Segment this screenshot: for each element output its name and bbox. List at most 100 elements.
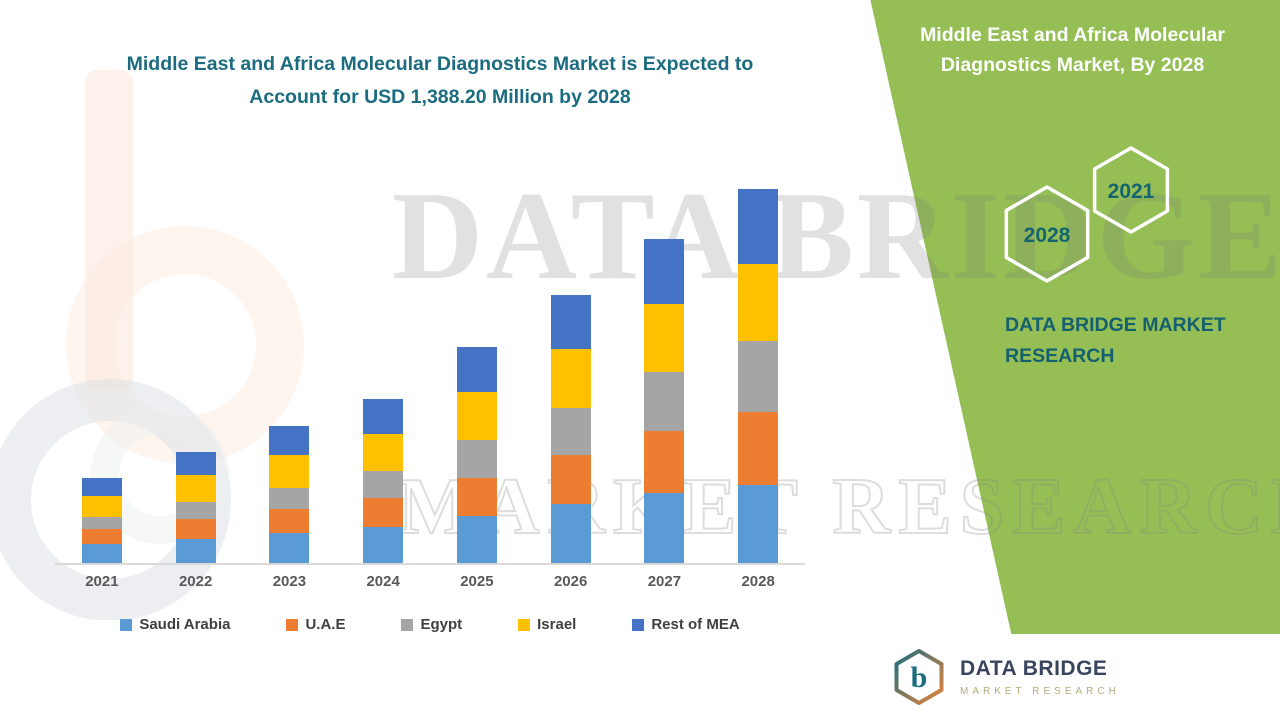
- legend: Saudi Arabia U.A.E Egypt Israel Rest of MEA: [55, 616, 805, 633]
- data-bridge-logo-icon: b: [894, 649, 944, 705]
- legend-swatch-saudi-arabia: [120, 618, 133, 631]
- stacked-bar-chart: 2021 2022 2023 2024 2025 2026 2027 2028 Saudi A…: [55, 172, 805, 633]
- x-axis-label-2024: 2024: [366, 573, 400, 590]
- bar-column-2022: [149, 172, 243, 563]
- x-axis-label-2023: 2023: [272, 573, 307, 590]
- bar-segment-egypt: [738, 340, 779, 413]
- bar-segment-egypt: [644, 371, 685, 431]
- x-axis-label-2027: 2027: [647, 573, 682, 590]
- bar-segment-u-a-e: [81, 529, 122, 545]
- bar-segment-israel: [644, 304, 685, 372]
- bar-segment-rest-of-mea: [738, 188, 779, 265]
- bar-segment-rest-of-mea: [456, 347, 497, 392]
- x-axis-labels: 2021 2022 2023 2024 2025 2026 2027 2028: [55, 573, 805, 590]
- x-axis-label-2022: 2022: [178, 573, 213, 590]
- stacked-bar-2023: [269, 172, 310, 563]
- hexagon-2028: [1004, 185, 1090, 283]
- bar-column-2027: [618, 172, 712, 563]
- stacked-bar-2025: [456, 172, 497, 563]
- legend-swatch-israel: [518, 618, 531, 631]
- hexagon-2021: [1092, 146, 1170, 234]
- bar-segment-saudi-arabia: [175, 538, 216, 563]
- stacked-bar-2022: [175, 172, 216, 563]
- legend-label-israel: Israel: [537, 616, 577, 633]
- watermark-text-data-bridge: DATA BRIDGE: [392, 167, 1280, 306]
- legend-label-rest-of-mea: Rest of MEA: [651, 616, 740, 633]
- legend-item-rest-of-mea: Rest of MEA: [632, 616, 740, 633]
- x-axis-label-2021: 2021: [85, 573, 119, 590]
- bar-segment-rest-of-mea: [644, 239, 685, 305]
- bar-column-2024: [336, 172, 430, 563]
- bar-segment-rest-of-mea: [363, 398, 404, 434]
- bar-segment-israel: [269, 455, 310, 488]
- bar-segment-rest-of-mea: [550, 294, 591, 349]
- chart-headline-line2: Account for USD 1,388.20 Million by 2028: [249, 86, 631, 108]
- bar-segment-rest-of-mea: [269, 425, 310, 456]
- bar-column-2023: [243, 172, 337, 563]
- legend-label-egypt: Egypt: [420, 616, 463, 633]
- stacked-bar-2027: [644, 172, 685, 563]
- bar-segment-saudi-arabia: [363, 526, 404, 563]
- bar-segment-u-a-e: [738, 412, 779, 485]
- legend-swatch-u-a-e: [286, 618, 299, 631]
- bar-segment-u-a-e: [456, 478, 497, 516]
- footer-brand-name: DATA BRIDGE: [960, 657, 1108, 680]
- bar-segment-egypt: [81, 517, 122, 530]
- bar-segment-israel: [81, 495, 122, 518]
- hexagon-year-badges: 2028 2021: [1004, 146, 1170, 283]
- chart-headline: Middle East and Africa Molecular Diagnos…: [60, 48, 820, 114]
- side-panel-brand-text: DATA BRIDGE MARKET RESEARCH: [1005, 314, 1226, 367]
- plot-area: [55, 172, 805, 565]
- bar-segment-israel: [363, 433, 404, 472]
- legend-swatch-egypt: [401, 618, 414, 631]
- bar-segment-israel: [175, 475, 216, 503]
- bar-column-2025: [430, 172, 524, 563]
- side-panel-title: Middle East and Africa Molecular Diagnos…: [920, 24, 1225, 76]
- stacked-bar-2024: [363, 172, 404, 563]
- bar-column-2021: [55, 172, 149, 563]
- hexagon-year-2021: 2021: [1108, 180, 1155, 203]
- stacked-bar-2028: [738, 172, 779, 563]
- bar-segment-u-a-e: [644, 430, 685, 493]
- x-axis-label-2025: 2025: [460, 573, 494, 590]
- bar-segment-u-a-e: [175, 518, 216, 539]
- bar-segment-saudi-arabia: [550, 503, 591, 563]
- bar-segment-u-a-e: [550, 455, 591, 504]
- legend-label-saudi-arabia: Saudi Arabia: [139, 616, 231, 633]
- hexagon-year-2028: 2028: [1024, 224, 1071, 247]
- legend-item-saudi-arabia: Saudi Arabia: [120, 616, 230, 633]
- bar-segment-saudi-arabia: [738, 484, 779, 563]
- bar-segment-egypt: [269, 487, 310, 510]
- bar-column-2028: [711, 172, 805, 563]
- bar-segment-saudi-arabia: [644, 492, 685, 563]
- logo-letter-b: b: [911, 661, 928, 694]
- bar-segment-saudi-arabia: [269, 533, 310, 563]
- bar-segment-egypt: [363, 471, 404, 499]
- stacked-bar-2026: [550, 172, 591, 563]
- legend-item-u-a-e: U.A.E: [286, 616, 345, 633]
- footer-brand-text: DATA BRIDGE MARKET RESEARCH: [960, 657, 1120, 697]
- bar-segment-israel: [456, 391, 497, 441]
- bar-column-2026: [524, 172, 618, 563]
- legend-label-u-a-e: U.A.E: [305, 616, 346, 633]
- stacked-bar-2021: [81, 172, 122, 563]
- bar-segment-egypt: [456, 440, 497, 479]
- bar-segment-u-a-e: [363, 498, 404, 527]
- legend-swatch-rest-of-mea: [632, 618, 645, 631]
- footer-brand-tagline: MARKET RESEARCH: [960, 686, 1120, 697]
- bar-segment-israel: [550, 348, 591, 408]
- bar-segment-egypt: [175, 502, 216, 519]
- bar-segment-israel: [738, 264, 779, 341]
- watermark-text-market-research: MARKET RESEARCH: [397, 462, 1280, 552]
- bar-segment-u-a-e: [269, 509, 310, 534]
- legend-item-israel: Israel: [518, 616, 576, 633]
- bar-segment-egypt: [550, 407, 591, 456]
- footer-brand-band: b DATA BRIDGE MARKET RESEARCH: [870, 634, 1280, 720]
- chart-headline-line1: Middle East and Africa Molecular Diagnos…: [126, 53, 754, 75]
- bar-segment-rest-of-mea: [81, 478, 122, 496]
- x-axis-label-2026: 2026: [553, 573, 588, 590]
- x-axis-label-2028: 2028: [741, 573, 775, 590]
- bar-segment-rest-of-mea: [175, 452, 216, 476]
- bar-segment-saudi-arabia: [81, 544, 122, 563]
